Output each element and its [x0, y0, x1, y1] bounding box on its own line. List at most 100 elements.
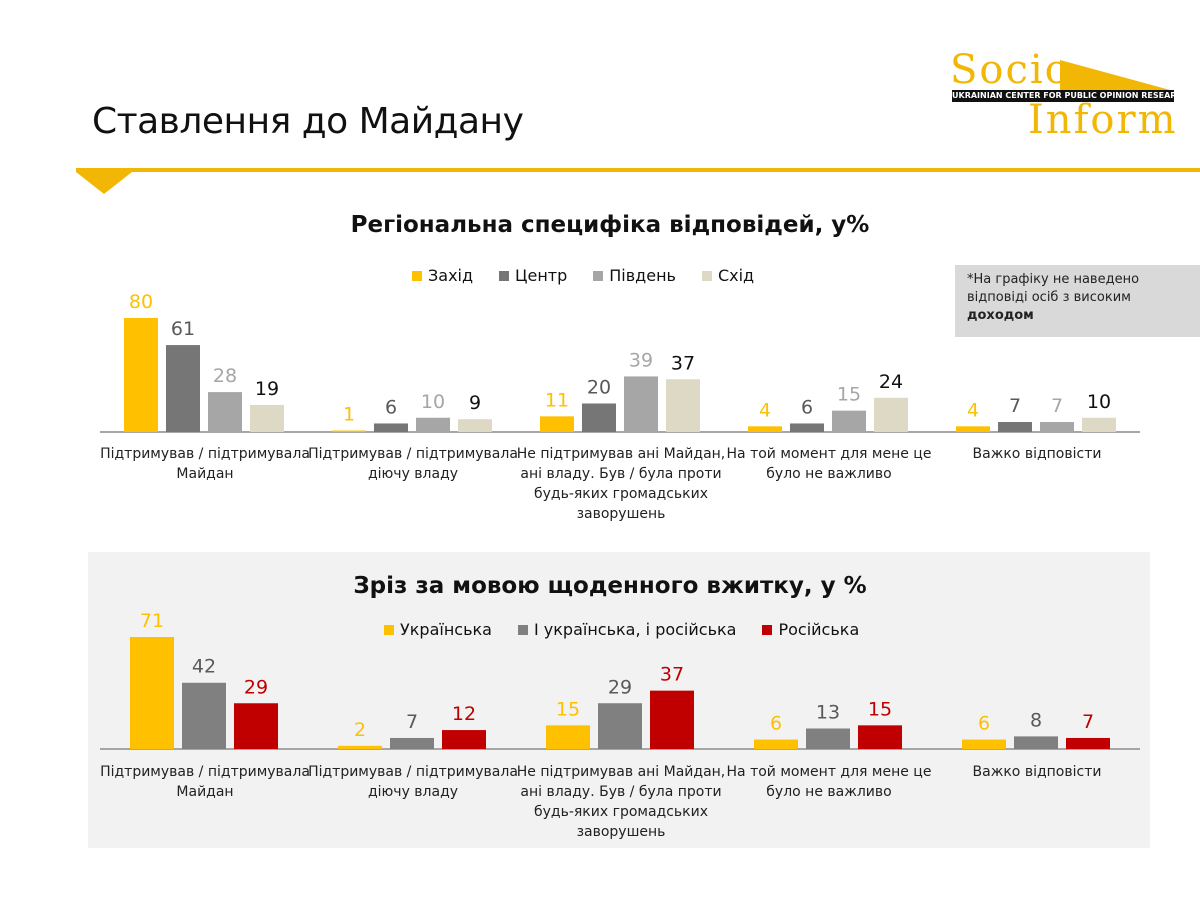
legend-swatch-zahid: [412, 270, 422, 281]
chart1-category-label-line: діючу владу: [367, 466, 459, 482]
chart1-data-label: 9: [469, 392, 481, 414]
chart2-category-label-line: було не важливо: [766, 784, 892, 800]
chart2-category-label: Важко відповісти: [932, 762, 1142, 782]
chart2-bar: [130, 637, 174, 749]
chart1-bar: [332, 430, 366, 432]
chart2-bar: [390, 737, 434, 749]
note-line-1: *На графіку не наведено: [967, 272, 1140, 287]
legend-item-tsentr: Центр: [499, 266, 567, 285]
chart1-bar: [832, 410, 866, 432]
chart1-category-label-line: було не важливо: [766, 466, 892, 482]
legend-label-ukr: Українська: [400, 620, 492, 639]
chart2-data-label: 42: [192, 656, 216, 678]
chart2-data-label: 15: [556, 698, 580, 720]
chart1-data-label: 11: [545, 389, 569, 411]
chart1-data-label: 19: [255, 378, 279, 400]
chart2-category-label-line: Важко відповісти: [972, 764, 1102, 780]
chart1-bar: [666, 379, 700, 432]
legend-swatch-tsentr: [499, 270, 510, 281]
legend-label-zahid: Захід: [428, 266, 474, 285]
chart2-data-label: 29: [244, 676, 268, 698]
chart1-bar: [540, 416, 574, 432]
chart2-bar: [598, 703, 642, 749]
chart1-data-label: 1: [343, 404, 355, 426]
chart1-data-label: 6: [801, 396, 813, 418]
chart1-data-label: 10: [421, 391, 445, 413]
chart1-bar: [624, 376, 658, 432]
chart1-data-label: 39: [629, 349, 653, 371]
chart1-bar: [1082, 417, 1116, 432]
chart1-category-label-line: Підтримував / підтримувала: [100, 446, 310, 462]
chart2-legend: Українська І українська, і російська Рос…: [384, 620, 859, 639]
chart2-category-label-line: Підтримував / підтримувала: [100, 764, 310, 780]
chart1-data-label: 6: [385, 396, 397, 418]
chart1-bar: [748, 426, 782, 432]
chart1-category-label: Підтримував / підтримувала діючу владу: [308, 444, 518, 484]
legend-item-both: І українська, і російська: [517, 620, 737, 639]
chart1-bar: [998, 422, 1032, 432]
legend-swatch-ukr: [384, 624, 394, 635]
chart2-data-label: 6: [770, 713, 782, 735]
chart2-panel: [88, 552, 1150, 848]
chart2-data-label: 7: [406, 711, 418, 733]
chart1-category-label-line: ані владу. Був / була проти: [520, 466, 722, 482]
chart1-data-label: 28: [213, 365, 237, 387]
chart1-data-label: 4: [759, 399, 771, 421]
chart1-bar: [374, 423, 408, 432]
chart1-category-label-line: Важко відповісти: [972, 446, 1102, 462]
chart2-data-label: 12: [452, 703, 476, 725]
legend-swatch-skhid: [701, 270, 712, 281]
chart2-bar: [962, 739, 1006, 749]
legend-label-pivden: Південь: [609, 266, 676, 285]
logo-flag-shape: [1060, 60, 1170, 90]
chart1-bar: [124, 318, 158, 432]
chart2-bar: [234, 703, 278, 749]
chart1-category-label-line: На той момент для мене це: [726, 446, 932, 462]
logo-band: UKRAINIAN CENTER FOR PUBLIC OPINION RESE…: [952, 90, 1174, 102]
chart1-legend: Захід Центр Південь Схід: [412, 266, 754, 285]
chart1-category-label-line: Майдан: [176, 466, 234, 482]
chart1-data-label: 15: [837, 384, 861, 406]
legend-item-pivden: Південь: [593, 266, 676, 285]
chart1-data-label: 4: [967, 399, 979, 421]
chart1-category-label: Важко відповісти: [932, 444, 1142, 464]
legend-label-both: І українська, і російська: [533, 620, 737, 639]
chart1-category-label-line: Не підтримував ані Майдан,: [516, 446, 726, 462]
chart1-bar: [956, 426, 990, 432]
chart1-data-label: 10: [1087, 391, 1111, 413]
chart1-data-label: 61: [171, 318, 195, 340]
chart1-category-label: Не підтримував ані Майдан, ані владу. Був…: [516, 444, 726, 524]
legend-swatch-pivden: [593, 270, 604, 281]
chart2-bar: [338, 745, 382, 749]
chart1-data-label: 20: [587, 377, 611, 399]
legend-item-rus: Російська: [762, 620, 859, 639]
legend-label-rus: Російська: [778, 620, 860, 639]
chart2-category-label-line: Не підтримував ані Майдан,: [516, 764, 726, 780]
chart1-bar: [166, 345, 200, 432]
chart1-data-label: 80: [129, 291, 153, 313]
chart2-bar: [1014, 736, 1058, 749]
chart2-bar: [442, 730, 486, 749]
header-divider: [76, 168, 1200, 172]
chart2-data-label: 15: [868, 698, 892, 720]
chart2-data-label: 71: [140, 610, 164, 632]
chart2-category-label-line: діючу владу: [367, 784, 459, 800]
note-line-3: доходом: [967, 308, 1034, 323]
socioinform-logo: Socio UKRAINIAN CENTER FOR PUBLIC OPINIO…: [948, 50, 1178, 142]
chart2-category-label: Не підтримував ані Майдан, ані владу. Був…: [516, 762, 726, 842]
chart2-category-label: На той момент для мене це було не важливо: [724, 762, 934, 802]
chart2-data-label: 7: [1082, 711, 1094, 733]
chart1-data-label: 24: [879, 371, 903, 393]
chart1-bar: [790, 423, 824, 432]
legend-item-skhid: Схід: [701, 266, 754, 285]
chart2-category-label: Підтримував / підтримувала Майдан: [100, 762, 310, 802]
header-notch: [76, 172, 132, 194]
chart1-data-label: 37: [671, 352, 695, 374]
chart2-category-label: Підтримував / підтримувала діючу владу: [308, 762, 518, 802]
chart2-bar: [1066, 737, 1110, 749]
chart2-category-label-line: заворушень: [576, 824, 666, 840]
legend-swatch-both: [517, 624, 528, 635]
chart1-bar: [582, 403, 616, 432]
